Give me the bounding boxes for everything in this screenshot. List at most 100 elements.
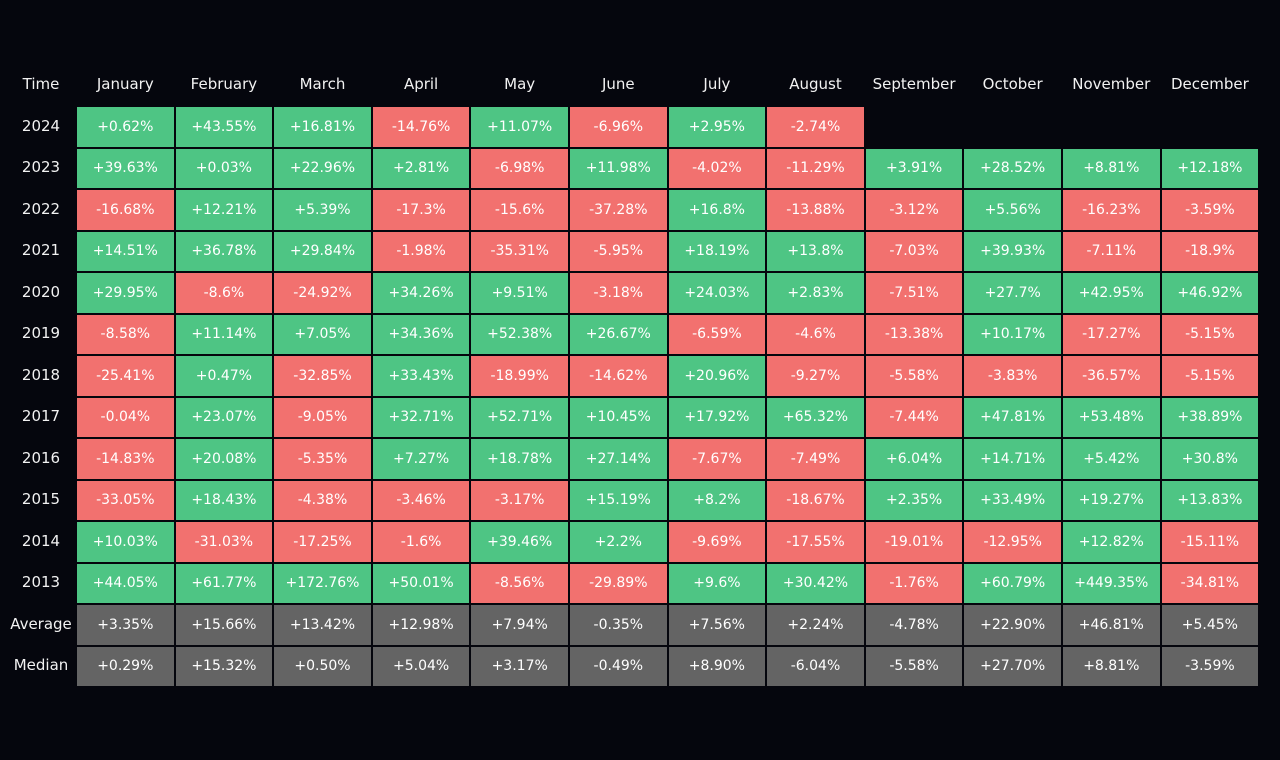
return-cell: +17.92% <box>668 397 766 437</box>
return-cell: +36.78% <box>175 231 273 271</box>
return-cell: -17.27% <box>1063 314 1160 354</box>
return-cell: -11.29% <box>767 148 864 188</box>
return-cell: -4.02% <box>668 148 766 188</box>
return-cell: +34.26% <box>372 273 470 313</box>
return-cell: +33.49% <box>964 480 1061 520</box>
return-cell: +39.63% <box>77 148 174 188</box>
summary-cell: +15.66% <box>175 605 273 645</box>
summary-cell: -0.35% <box>570 605 667 645</box>
return-cell: -3.12% <box>865 190 963 230</box>
summary-cell: -3.59% <box>1161 646 1259 686</box>
return-cell: -13.88% <box>767 190 864 230</box>
return-cell: -15.6% <box>471 190 568 230</box>
return-cell: +10.17% <box>964 314 1061 354</box>
row-label: 2019 <box>21 324 61 343</box>
return-cell: -8.6% <box>175 273 273 313</box>
row-label: 2020 <box>21 282 61 301</box>
return-cell: +53.48% <box>1063 397 1160 437</box>
return-cell: +5.39% <box>274 190 371 230</box>
return-cell: +16.8% <box>668 190 766 230</box>
return-cell: +0.47% <box>175 356 273 396</box>
return-cell: +38.89% <box>1161 397 1259 437</box>
return-cell: -5.58% <box>865 356 963 396</box>
return-cell: +0.03% <box>175 148 273 188</box>
column-header: February <box>190 75 258 93</box>
return-cell: -17.55% <box>767 522 864 562</box>
return-cell: +11.98% <box>570 148 667 188</box>
return-cell: +32.71% <box>372 397 470 437</box>
summary-cell: +13.42% <box>274 605 371 645</box>
return-cell: -7.51% <box>865 273 963 313</box>
return-cell: +61.77% <box>175 563 273 603</box>
row-label: 2014 <box>21 531 61 550</box>
column-header: November <box>1072 75 1151 93</box>
row-label: Median <box>13 656 69 675</box>
return-cell: +2.35% <box>865 480 963 520</box>
return-cell: -1.76% <box>865 563 963 603</box>
summary-cell: +5.04% <box>372 646 470 686</box>
return-cell: +18.19% <box>668 231 766 271</box>
return-cell: -18.9% <box>1161 231 1259 271</box>
return-cell: +172.76% <box>274 563 371 603</box>
summary-cell: +7.56% <box>668 605 766 645</box>
row-label: 2013 <box>21 573 61 592</box>
return-cell: +12.82% <box>1063 522 1160 562</box>
return-cell: -9.27% <box>767 356 864 396</box>
return-cell: +9.51% <box>471 273 568 313</box>
return-cell: -6.98% <box>471 148 568 188</box>
column-header: July <box>703 75 731 93</box>
return-cell: +2.83% <box>767 273 864 313</box>
return-cell: +7.05% <box>274 314 371 354</box>
column-header: January <box>96 75 154 93</box>
return-cell: -4.6% <box>767 314 864 354</box>
summary-cell: +8.81% <box>1063 646 1160 686</box>
row-label: 2024 <box>21 116 61 135</box>
return-cell: -3.18% <box>570 273 667 313</box>
return-cell: -17.25% <box>274 522 371 562</box>
row-label: 2016 <box>21 448 61 467</box>
return-cell: +27.14% <box>570 439 667 479</box>
return-cell: -35.31% <box>471 231 568 271</box>
return-cell: -7.49% <box>767 439 864 479</box>
summary-cell: +27.70% <box>964 646 1061 686</box>
return-cell: +60.79% <box>964 563 1061 603</box>
column-header: May <box>504 75 536 93</box>
return-cell: +10.45% <box>570 397 667 437</box>
row-label: 2023 <box>21 158 61 177</box>
return-cell: +449.35% <box>1063 563 1160 603</box>
return-cell: -32.85% <box>274 356 371 396</box>
row-label: 2015 <box>21 490 61 509</box>
return-cell: +39.93% <box>964 231 1061 271</box>
return-cell: +52.71% <box>471 397 568 437</box>
return-cell: -16.23% <box>1063 190 1160 230</box>
return-cell: +20.96% <box>668 356 766 396</box>
return-cell: +2.95% <box>668 107 766 147</box>
return-cell: -8.58% <box>77 314 174 354</box>
return-cell: -18.99% <box>471 356 568 396</box>
return-cell: +29.84% <box>274 231 371 271</box>
return-cell: -9.69% <box>668 522 766 562</box>
row-label: 2017 <box>21 407 61 426</box>
column-header: August <box>789 75 842 93</box>
return-cell: +20.08% <box>175 439 273 479</box>
return-cell: +2.81% <box>372 148 470 188</box>
return-cell: +52.38% <box>471 314 568 354</box>
return-cell: -16.68% <box>77 190 174 230</box>
return-cell: -24.92% <box>274 273 371 313</box>
return-cell: -37.28% <box>570 190 667 230</box>
summary-cell: +7.94% <box>471 605 568 645</box>
return-cell: -1.6% <box>372 522 470 562</box>
return-cell: -14.62% <box>570 356 667 396</box>
return-cell: -5.15% <box>1161 314 1259 354</box>
return-cell: +16.81% <box>274 107 371 147</box>
return-cell: -5.15% <box>1161 356 1259 396</box>
return-cell: -3.17% <box>471 480 568 520</box>
return-cell: -17.3% <box>372 190 470 230</box>
return-cell: +26.67% <box>570 314 667 354</box>
return-cell: -19.01% <box>865 522 963 562</box>
return-cell: -7.11% <box>1063 231 1160 271</box>
return-cell: +23.07% <box>175 397 273 437</box>
return-cell: -34.81% <box>1161 563 1259 603</box>
return-cell: -25.41% <box>77 356 174 396</box>
return-cell: -36.57% <box>1063 356 1160 396</box>
